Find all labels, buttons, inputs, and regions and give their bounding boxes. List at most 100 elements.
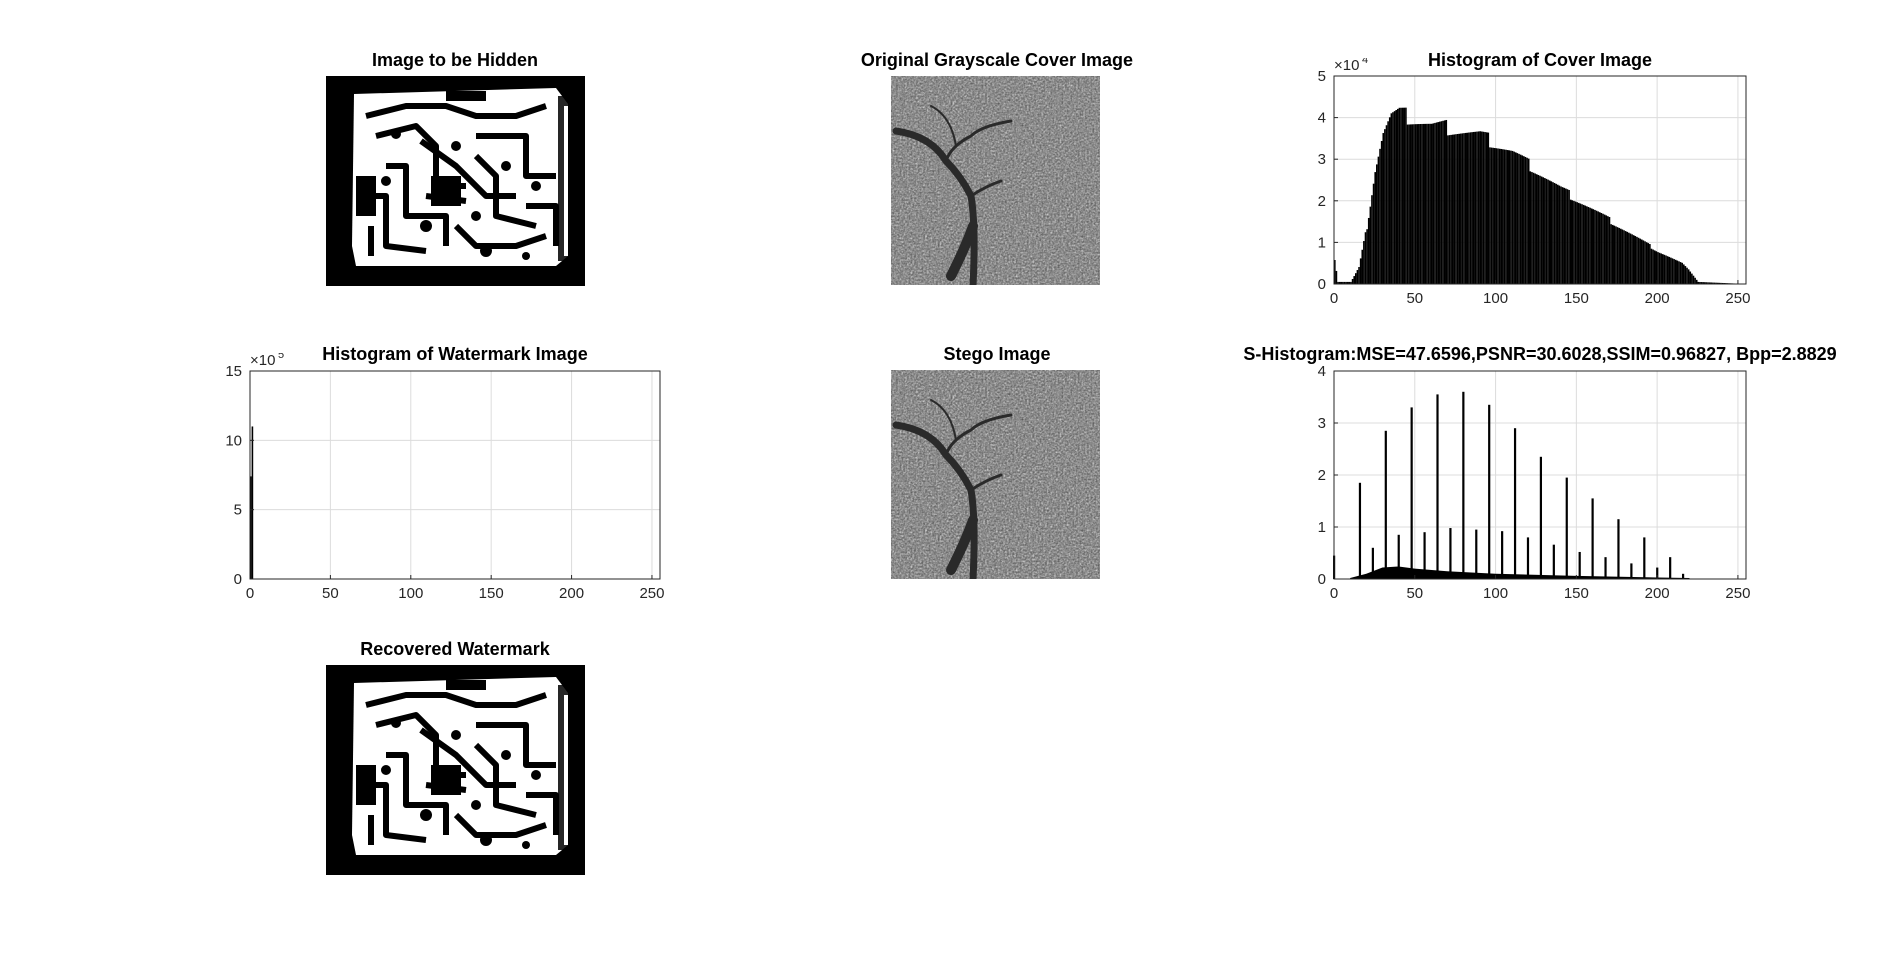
histogram-bar bbox=[1511, 150, 1514, 284]
histogram-bar bbox=[1337, 281, 1339, 284]
histogram-bar bbox=[1587, 207, 1590, 284]
histogram-bar bbox=[1590, 208, 1593, 284]
histogram-bar bbox=[1343, 281, 1346, 284]
histogram-bar bbox=[1493, 148, 1496, 284]
histogram-bar bbox=[1429, 123, 1431, 284]
x-tick-label: 150 bbox=[1564, 290, 1589, 307]
histogram-bar bbox=[1577, 202, 1580, 284]
histogram-bar bbox=[1573, 200, 1575, 284]
histogram-bar bbox=[1542, 177, 1545, 284]
histogram-bar bbox=[1374, 172, 1377, 284]
x-tick-label: 200 bbox=[559, 585, 584, 602]
histogram-bar bbox=[1579, 203, 1582, 284]
histogram-bar bbox=[1464, 132, 1467, 284]
histogram-bar bbox=[1474, 131, 1477, 284]
histogram-bar bbox=[1552, 182, 1554, 284]
histogram-bar bbox=[1519, 154, 1522, 284]
histogram-bar bbox=[1492, 147, 1494, 284]
x-tick-label: 100 bbox=[398, 585, 423, 602]
histogram-bar bbox=[1435, 122, 1438, 284]
y-tick-label: 1 bbox=[1318, 234, 1326, 251]
histogram-bar bbox=[1716, 282, 1719, 284]
y-multiplier-exponent: 4 bbox=[1362, 58, 1368, 66]
histogram-bar bbox=[1523, 156, 1525, 284]
histogram-bar bbox=[1720, 282, 1722, 284]
histogram-bar bbox=[1555, 183, 1557, 284]
histogram-bar bbox=[1506, 150, 1509, 284]
histogram-bar bbox=[1642, 240, 1645, 284]
histogram-bar bbox=[1712, 282, 1714, 284]
histogram-bar bbox=[1586, 206, 1588, 284]
histogram-bar bbox=[1513, 151, 1515, 284]
histogram-bar bbox=[1628, 232, 1630, 284]
histogram-bar bbox=[1550, 181, 1553, 284]
histogram-bar bbox=[1529, 171, 1532, 284]
title-recovered-watermark: Recovered Watermark bbox=[360, 639, 550, 659]
histogram-bar bbox=[1456, 133, 1459, 284]
histogram-bar bbox=[1630, 563, 1633, 579]
histogram-bar bbox=[1411, 124, 1414, 285]
histogram-bar bbox=[1639, 238, 1641, 284]
histogram-bar bbox=[1460, 133, 1462, 284]
histogram-bar bbox=[1346, 281, 1349, 284]
y-tick-label: 10 bbox=[225, 432, 242, 449]
histogram-bar bbox=[1703, 282, 1706, 284]
histogram-bar bbox=[1418, 124, 1420, 284]
histogram-bar bbox=[1413, 124, 1415, 284]
histogram-bar bbox=[1531, 172, 1533, 284]
histogram-bar bbox=[1443, 120, 1446, 285]
histogram-bar bbox=[1403, 107, 1406, 284]
histogram-bar bbox=[1379, 148, 1381, 284]
histogram-bar bbox=[1495, 148, 1498, 284]
histogram-bar bbox=[1447, 135, 1449, 284]
histogram-bar bbox=[1592, 209, 1595, 284]
histogram-bar bbox=[1699, 281, 1701, 284]
y-multiplier-label: ×10 bbox=[1334, 58, 1359, 74]
histogram-bar bbox=[1410, 407, 1413, 579]
histogram-bar bbox=[1678, 261, 1680, 284]
histogram-bar bbox=[1455, 134, 1457, 284]
histogram-bar bbox=[1645, 242, 1648, 284]
histogram-bar bbox=[1380, 140, 1383, 284]
histogram-bar bbox=[1602, 213, 1604, 284]
histogram-bar bbox=[1376, 164, 1378, 284]
histogram-bar bbox=[1393, 111, 1396, 284]
histogram-bar bbox=[1395, 110, 1398, 284]
histogram-bar bbox=[1697, 281, 1700, 284]
recovered-watermark-image bbox=[326, 665, 585, 875]
histogram-bar bbox=[1408, 124, 1410, 284]
histogram-bar bbox=[1490, 147, 1493, 284]
histogram-bar bbox=[1423, 532, 1426, 579]
histogram-bar bbox=[1466, 132, 1469, 284]
histogram-bar bbox=[1481, 131, 1483, 284]
title-stego-image: Stego Image bbox=[943, 344, 1051, 364]
histogram-bar bbox=[1534, 173, 1536, 284]
histogram-bar bbox=[1686, 267, 1688, 284]
histogram-bar bbox=[1342, 281, 1344, 284]
histogram-bar bbox=[1409, 124, 1412, 284]
title-original-cover: Original Grayscale Cover Image bbox=[860, 50, 1134, 70]
x-tick-label: 0 bbox=[1330, 290, 1338, 307]
histogram-bar bbox=[1476, 131, 1478, 284]
x-tick-label: 200 bbox=[1645, 585, 1670, 602]
histogram-bar bbox=[1397, 108, 1399, 285]
histogram-bar bbox=[1485, 132, 1488, 284]
y-multiplier-label: ×10 bbox=[250, 353, 275, 369]
histogram-bar bbox=[1658, 252, 1661, 284]
axes-frame bbox=[1333, 75, 1747, 285]
histogram-bar bbox=[1518, 153, 1520, 284]
histogram-bar bbox=[1681, 573, 1685, 579]
histogram-bar bbox=[1681, 262, 1683, 284]
histogram-bar bbox=[1700, 282, 1703, 284]
histogram-bar bbox=[1358, 267, 1360, 284]
histogram-bar bbox=[1634, 236, 1637, 284]
histogram-bar bbox=[1566, 189, 1569, 284]
histogram-bar bbox=[1461, 133, 1464, 284]
x-tick-label: 250 bbox=[639, 585, 664, 602]
cover-image bbox=[891, 76, 1100, 285]
histogram-bar bbox=[1384, 129, 1386, 284]
histogram-bar bbox=[1384, 430, 1387, 579]
histogram-bar bbox=[1674, 259, 1677, 284]
x-tick-label: 100 bbox=[1483, 585, 1508, 602]
